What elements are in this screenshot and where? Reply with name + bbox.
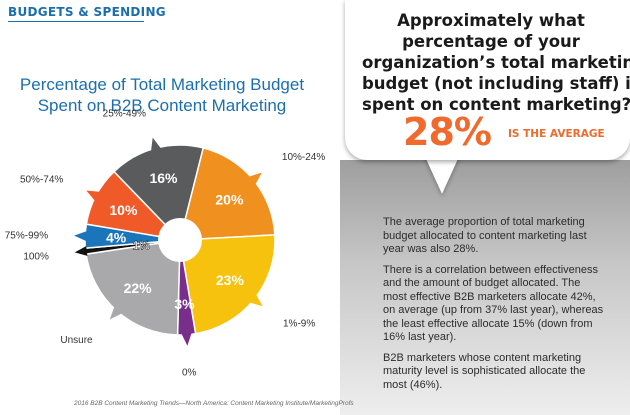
pie-pointer-0 (181, 333, 192, 346)
finding-paragraph-1: The average proportion of total marketin… (383, 216, 623, 257)
finding-3-line-2: maturity level is sophisticated allocate… (383, 365, 586, 377)
finding-2-line-2: and the amount of budget allocated. The (383, 277, 581, 289)
finding-paragraph-3: B2B marketers whose content marketing ma… (383, 352, 623, 393)
finding-2-line-3: most effective B2B marketers allocate 42… (383, 290, 596, 303)
finding-3-line-1: B2B marketers whose content marketing (383, 351, 582, 364)
finding-2-line-1: There is a correlation between effective… (383, 263, 599, 276)
finding-3-line-3: most (46%). (383, 378, 443, 391)
category-label-100: 100% (23, 252, 49, 263)
section-tag: BUDGETS & SPENDING (8, 5, 166, 19)
chart-title: Percentage of Total Marketing Budget Spe… (6, 74, 318, 116)
finding-2-line-5: the least effective allocate 15% (down f… (383, 317, 593, 330)
average-value: 28% (403, 110, 492, 154)
pie-pointer-75-99 (74, 231, 87, 241)
finding-paragraph-2: There is a correlation between effective… (383, 264, 623, 345)
slice-value-10-24: 20% (215, 191, 244, 207)
pie-pointer-100 (74, 246, 88, 256)
category-label-75-99: 75%-99% (5, 231, 48, 242)
question-line-3: organization’s total marketing (362, 53, 630, 72)
question-line-5: spent on content marketing? (362, 95, 630, 114)
category-label-25-49: 25%-49% (103, 108, 146, 119)
pie-center-hole (158, 218, 202, 262)
slice-value-75-99: 4% (106, 229, 127, 245)
finding-2-line-6: 16% last year). (383, 331, 457, 343)
question-line-4: budget (not including staff) is (362, 74, 630, 93)
slice-value-100: 1% (133, 239, 151, 253)
pie-pointer-unsure (109, 307, 122, 320)
question-line-1: Approximately what (397, 11, 585, 30)
pie-pointer-25-49 (151, 137, 161, 151)
slice-value-0: 3% (174, 296, 195, 312)
slice-value-50-74: 10% (109, 202, 138, 218)
category-label-1-9: 1%-9% (283, 319, 315, 330)
finding-1-line-2: budget allocated to content marketing la… (383, 229, 587, 242)
section-tag-underline (8, 21, 144, 22)
callout-bubble (345, 0, 630, 160)
survey-question: Approximately what percentage of your or… (362, 10, 630, 115)
category-label-0: 0% (182, 368, 197, 379)
pie-chart: 25%-49% 10%-24% 1%-9% 0% Unsure 100% 75%-99% 50… (5, 108, 326, 379)
category-label-10-24: 10%-24% (282, 152, 325, 163)
chart-title-line-1: Percentage of Total Marketing Budget (19, 75, 305, 94)
pie-pointer-10-24 (249, 172, 262, 185)
finding-2-line-4: on average (up from 37% last year), wher… (383, 304, 604, 316)
source-footer: 2016 B2B Content Marketing Trends—North … (74, 400, 354, 407)
info-panel-background (340, 160, 630, 415)
average-label: IS THE AVERAGE (508, 128, 605, 140)
slice-value-unsure: 22% (124, 280, 153, 296)
finding-1-line-3: year was also 28%. (383, 243, 479, 255)
slice-value-1-9: 23% (216, 272, 245, 288)
pie-pointer-50-74 (86, 190, 100, 201)
category-label-unsure: Unsure (60, 335, 93, 346)
question-line-2: percentage of your (402, 32, 580, 51)
chart-title-line-2: Spent on B2B Content Marketing (37, 96, 287, 115)
slice-value-25-49: 16% (149, 170, 178, 186)
finding-1-line-1: The average proportion of total marketin… (383, 216, 585, 228)
category-label-50-74: 50%-74% (20, 174, 63, 185)
pie-pointer-1-9 (250, 294, 263, 307)
findings-text: The average proportion of total marketin… (383, 216, 623, 399)
